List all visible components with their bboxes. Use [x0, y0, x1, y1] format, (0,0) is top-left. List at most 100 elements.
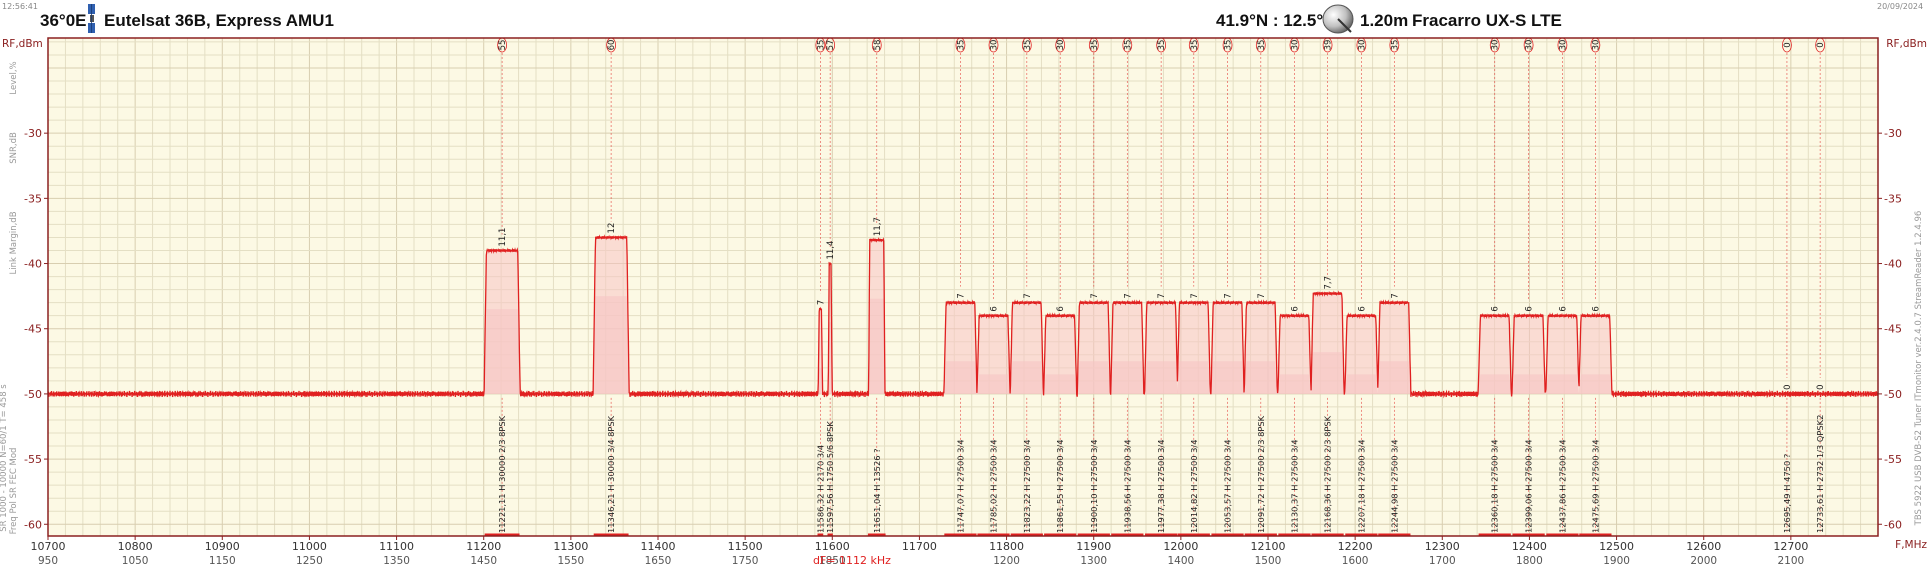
transponder-label: 11597,56 H 1750 5/6 8PSK — [825, 421, 835, 533]
side-axis-label: Level,% — [9, 61, 19, 94]
transponder-fill-lower — [1077, 361, 1111, 394]
transponder-label: 11785,02 H 27500 3/4 — [989, 440, 999, 534]
y-tick-label: -55 — [24, 453, 42, 466]
if-tick-label: 1700 — [1429, 555, 1456, 567]
side-axis-label: Link Margin,dB — [9, 211, 19, 274]
if-tick-label: 1500 — [1255, 555, 1282, 567]
x-tick-label: 11500 — [728, 540, 763, 553]
transponder-label: 11221,11 H 30000 2/3 8PSK — [497, 415, 507, 533]
snr-value: 7 — [1257, 293, 1267, 298]
snr-value: 6 — [1491, 306, 1501, 311]
header-bar: 12:56:41 20/09/2024 36°0E Eutelsat 36B, … — [0, 0, 1929, 38]
y-tick-label: -40 — [24, 258, 42, 271]
transponder-fill-lower — [818, 367, 823, 394]
transponder-fill-lower — [1043, 374, 1077, 394]
snr-value: 7,7 — [1324, 276, 1334, 290]
level-value: 57 — [826, 40, 836, 51]
snr-value: 7 — [1090, 293, 1100, 298]
transponder-fill-lower — [1211, 361, 1245, 394]
if-tick-label: 1050 — [122, 555, 149, 567]
transponder-fill-lower — [976, 374, 1011, 394]
if-tick-label: 1550 — [557, 555, 584, 567]
transponder-label: 11938,56 H 27500 3/4 — [1122, 440, 1132, 534]
transponder-fill-lower — [1377, 361, 1411, 394]
snr-value: 7 — [1123, 293, 1133, 298]
df-label: dF= 1112 kHz — [813, 554, 891, 567]
snr-value: 6 — [1056, 306, 1066, 311]
y-tick-label-right: -60 — [1884, 518, 1902, 531]
if-tick-label: 1450 — [470, 555, 497, 567]
x-axis-title: F,MHz — [1895, 539, 1927, 551]
date-stamp: 20/09/2024 — [1877, 2, 1924, 11]
if-tick-label: 1900 — [1603, 555, 1630, 567]
snr-value: 11,1 — [498, 228, 508, 247]
transponder-label: 12475,69 H 27500 3/4 — [1590, 440, 1600, 534]
snr-value: 0 — [1816, 384, 1826, 389]
transponder-label: 11586,32 H 2170 3/4 — [815, 445, 825, 533]
x-tick-label: 12200 — [1338, 540, 1373, 553]
snr-value: 7 — [816, 300, 826, 305]
x-tick-label: 11300 — [553, 540, 588, 553]
level-value: 58 — [873, 40, 883, 51]
time-stamp: 12:56:41 — [2, 2, 38, 11]
transponder-label: 12130,37 H 27500 3/4 — [1289, 440, 1299, 534]
transponder-label: 11900,10 H 27500 3/4 — [1089, 440, 1099, 534]
y-axis-title-right: RF,dBm — [1886, 38, 1927, 50]
level-value: 55 — [498, 40, 508, 51]
level-value: 35 — [1090, 40, 1100, 51]
axes: -30 -30 -35 -35 -40 -40 -45 -45 -50 -50 -55 -55 -60 -… — [0, 37, 1927, 567]
y-tick-label-right: -30 — [1884, 127, 1902, 140]
y-tick-label-right: -50 — [1884, 388, 1902, 401]
level-value: 35 — [1190, 40, 1200, 51]
if-tick-label: 2000 — [1690, 555, 1717, 567]
snr-value: 7 — [956, 293, 966, 298]
transponder-label: 12360,18 H 27500 3/4 — [1490, 440, 1500, 534]
spectrum-trace — [47, 234, 1879, 399]
if-tick-label: 950 — [38, 555, 58, 567]
transponder-label: 12733,61 H 2732 1/3 QPSK2 — [1815, 415, 1825, 533]
snr-value: 7 — [1190, 293, 1200, 298]
x-tick-label: 11900 — [1076, 540, 1111, 553]
level-value: 30 — [1357, 40, 1367, 51]
level-value: 30 — [1525, 40, 1535, 51]
x-tick-label: 11400 — [641, 540, 676, 553]
if-tick-label: 1850 — [819, 555, 846, 567]
snr-value: 6 — [1525, 306, 1535, 311]
transponder-fill-lower — [1545, 374, 1579, 394]
if-tick-label: 1200 — [993, 555, 1020, 567]
snr-value: 0 — [1783, 384, 1793, 389]
level-value: 35 — [956, 40, 966, 51]
x-tick-label: 11600 — [815, 540, 850, 553]
level-value: 30 — [990, 40, 1000, 51]
x-tick-label: 11100 — [379, 540, 414, 553]
x-tick-label: 11000 — [292, 540, 327, 553]
transponder-fills — [484, 237, 1612, 394]
transponder-fill-lower — [1010, 361, 1044, 394]
x-tick-label: 12300 — [1425, 540, 1460, 553]
transponder-fill-lower — [1344, 374, 1378, 394]
satellite-name: Eutelsat 36B, Express AMU1 — [104, 11, 334, 30]
level-value: 35 — [816, 40, 826, 51]
if-tick-label: 1600 — [1342, 555, 1369, 567]
snr-value: 6 — [1290, 306, 1300, 311]
snr-value: 6 — [1357, 306, 1367, 311]
dish-icon — [1322, 4, 1354, 34]
snr-value: 11,4 — [826, 241, 836, 260]
x-tick-label: 12000 — [1163, 540, 1198, 553]
transponder-label: 11651,04 H 13526 ? — [872, 448, 882, 533]
side-axis-label: SNR,dB — [9, 132, 19, 164]
snr-value: 6 — [1558, 306, 1568, 311]
y-axis-title: RF,dBm — [2, 38, 43, 50]
if-tick-label: 1750 — [732, 555, 759, 567]
y-tick-label: -60 — [24, 518, 42, 531]
x-tick-label: 11700 — [902, 540, 937, 553]
level-value: 0 — [1816, 42, 1826, 47]
transponder-label: 12437,86 H 27500 3/4 — [1557, 440, 1567, 534]
transponder-fill-lower — [1110, 361, 1144, 394]
transponder-label: 11823,22 H 27500 3/4 — [1022, 440, 1032, 534]
transponder-label: 12168,36 H 27500 2/3 8PSK — [1323, 415, 1333, 533]
x-tick-label: 12100 — [1251, 540, 1286, 553]
transponder-label: 12091,72 H 27500 2/3 8PSK — [1256, 415, 1266, 533]
